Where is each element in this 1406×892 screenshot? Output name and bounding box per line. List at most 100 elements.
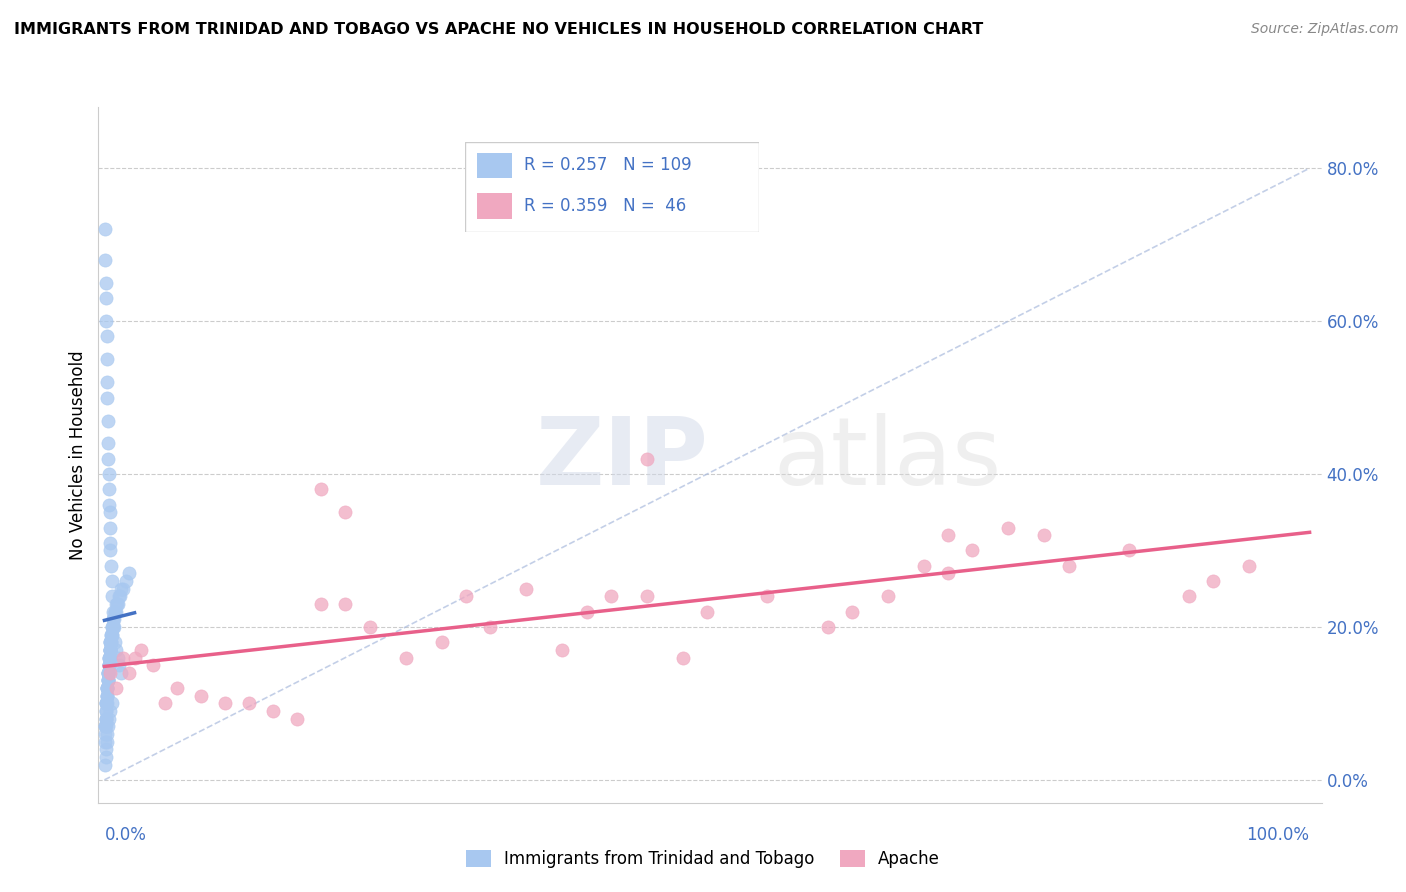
Point bbox=[117, 665, 139, 680]
Point bbox=[108, 658, 131, 673]
Point bbox=[101, 627, 124, 641]
Point bbox=[96, 742, 118, 756]
Point bbox=[672, 650, 695, 665]
Text: IMMIGRANTS FROM TRINIDAD AND TOBAGO VS APACHE NO VEHICLES IN HOUSEHOLD CORRELATI: IMMIGRANTS FROM TRINIDAD AND TOBAGO VS A… bbox=[14, 22, 983, 37]
Legend: Immigrants from Trinidad and Tobago, Apache: Immigrants from Trinidad and Tobago, Apa… bbox=[460, 843, 946, 875]
Text: atlas: atlas bbox=[773, 413, 1002, 505]
Point bbox=[96, 689, 118, 703]
Point bbox=[108, 590, 131, 604]
Point bbox=[100, 627, 122, 641]
Point bbox=[98, 712, 121, 726]
Point bbox=[153, 697, 176, 711]
Point bbox=[94, 252, 117, 267]
Point bbox=[97, 658, 120, 673]
Point bbox=[96, 689, 118, 703]
Point bbox=[98, 505, 121, 519]
Point bbox=[98, 520, 121, 534]
Point bbox=[94, 222, 117, 236]
Point bbox=[100, 543, 122, 558]
Point bbox=[97, 665, 120, 680]
Point bbox=[430, 635, 453, 649]
Point bbox=[98, 635, 121, 649]
Point bbox=[110, 665, 132, 680]
Point bbox=[103, 620, 125, 634]
Point bbox=[96, 352, 118, 367]
Point bbox=[335, 597, 357, 611]
Point bbox=[100, 627, 122, 641]
Point bbox=[100, 574, 122, 588]
Point bbox=[97, 665, 120, 680]
Point bbox=[817, 620, 839, 634]
Point bbox=[98, 643, 121, 657]
Point bbox=[96, 681, 118, 695]
Point bbox=[100, 635, 122, 649]
Point bbox=[97, 658, 120, 673]
Point bbox=[97, 673, 120, 688]
Text: ZIP: ZIP bbox=[536, 413, 709, 505]
Point bbox=[101, 620, 124, 634]
Point bbox=[96, 376, 118, 390]
Point bbox=[97, 658, 120, 673]
Point bbox=[94, 719, 117, 733]
Point bbox=[107, 650, 129, 665]
Point bbox=[238, 697, 260, 711]
Point bbox=[960, 543, 983, 558]
Text: 100.0%: 100.0% bbox=[1247, 826, 1309, 844]
Point bbox=[190, 689, 212, 703]
Point bbox=[105, 643, 128, 657]
Point bbox=[1178, 590, 1201, 604]
Point bbox=[214, 697, 236, 711]
Point bbox=[101, 620, 124, 634]
Point bbox=[395, 650, 418, 665]
Text: 0.0%: 0.0% bbox=[104, 826, 146, 844]
Point bbox=[912, 558, 935, 573]
Point bbox=[107, 597, 129, 611]
Point bbox=[103, 612, 125, 626]
Point bbox=[105, 681, 128, 695]
Point bbox=[105, 597, 128, 611]
Point bbox=[98, 650, 121, 665]
Point bbox=[98, 650, 121, 665]
Point bbox=[97, 467, 120, 481]
Point bbox=[104, 605, 127, 619]
Point bbox=[841, 605, 863, 619]
Point bbox=[100, 665, 122, 680]
Point bbox=[551, 643, 574, 657]
Point bbox=[129, 643, 152, 657]
Point bbox=[1118, 543, 1140, 558]
Point bbox=[1033, 528, 1056, 542]
Point bbox=[1202, 574, 1225, 588]
Point bbox=[98, 643, 121, 657]
Point bbox=[100, 635, 122, 649]
Point bbox=[94, 719, 117, 733]
FancyBboxPatch shape bbox=[465, 142, 759, 232]
Point bbox=[936, 566, 959, 581]
Point bbox=[105, 597, 128, 611]
Point bbox=[100, 635, 122, 649]
Point bbox=[96, 681, 118, 695]
Point bbox=[285, 712, 308, 726]
Point bbox=[636, 451, 658, 466]
Point bbox=[311, 483, 333, 497]
Point bbox=[936, 528, 959, 542]
Point bbox=[96, 314, 118, 328]
Text: R = 0.257   N = 109: R = 0.257 N = 109 bbox=[524, 156, 692, 174]
Point bbox=[96, 727, 118, 741]
Text: Source: ZipAtlas.com: Source: ZipAtlas.com bbox=[1251, 22, 1399, 37]
Point bbox=[98, 635, 121, 649]
Point bbox=[115, 574, 138, 588]
Point bbox=[100, 558, 122, 573]
Point bbox=[94, 291, 117, 305]
Point bbox=[117, 566, 139, 581]
Point bbox=[98, 643, 121, 657]
Point bbox=[94, 757, 117, 772]
Point bbox=[97, 673, 120, 688]
Point bbox=[97, 413, 120, 427]
Point bbox=[111, 582, 134, 596]
Point bbox=[101, 590, 124, 604]
Point bbox=[96, 689, 118, 703]
Point bbox=[1239, 558, 1261, 573]
Y-axis label: No Vehicles in Household: No Vehicles in Household bbox=[69, 350, 87, 560]
Point bbox=[94, 712, 117, 726]
Point bbox=[98, 643, 121, 657]
